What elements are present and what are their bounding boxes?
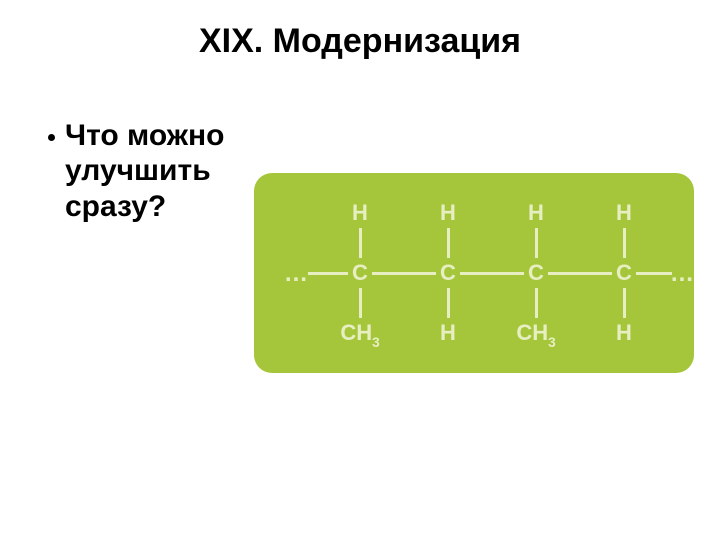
atom-label: H bbox=[616, 200, 632, 226]
continuation-dots: … bbox=[284, 260, 308, 288]
horizontal-bond bbox=[308, 272, 348, 275]
molecule-diagram: … … H C CH3 H C H H C CH3 H C H bbox=[254, 173, 694, 373]
vertical-bond bbox=[535, 228, 538, 258]
bullet-dot-icon bbox=[48, 134, 55, 141]
molecule-panel: … … H C CH3 H C H H C CH3 H C H bbox=[254, 173, 694, 373]
vertical-bond bbox=[359, 228, 362, 258]
slide-title: XIX. Модернизация bbox=[0, 22, 720, 61]
vertical-bond bbox=[447, 228, 450, 258]
atom-label: H bbox=[352, 200, 368, 226]
atom-label: C bbox=[616, 260, 632, 286]
bullet-line-1: Что можно bbox=[65, 118, 224, 153]
horizontal-bond bbox=[460, 272, 524, 275]
atom-label: C bbox=[440, 260, 456, 286]
atom-label: H bbox=[528, 200, 544, 226]
horizontal-bond bbox=[372, 272, 436, 275]
bullet-line-3: сразу? bbox=[65, 189, 224, 224]
bullet-item: Что можно улучшить сразу? bbox=[48, 118, 224, 224]
continuation-dots: … bbox=[670, 260, 694, 288]
atom-label: CH3 bbox=[516, 320, 555, 348]
atom-label: C bbox=[528, 260, 544, 286]
vertical-bond bbox=[535, 288, 538, 318]
bullet-line-2: улучшить bbox=[65, 153, 224, 188]
vertical-bond bbox=[359, 288, 362, 318]
vertical-bond bbox=[623, 228, 626, 258]
vertical-bond bbox=[623, 288, 626, 318]
atom-label: C bbox=[352, 260, 368, 286]
horizontal-bond bbox=[548, 272, 612, 275]
bullet-text: Что можно улучшить сразу? bbox=[65, 118, 224, 224]
atom-label: H bbox=[440, 320, 456, 346]
vertical-bond bbox=[447, 288, 450, 318]
atom-label: H bbox=[440, 200, 456, 226]
atom-label: H bbox=[616, 320, 632, 346]
horizontal-bond bbox=[636, 272, 672, 275]
atom-label: CH3 bbox=[340, 320, 379, 348]
